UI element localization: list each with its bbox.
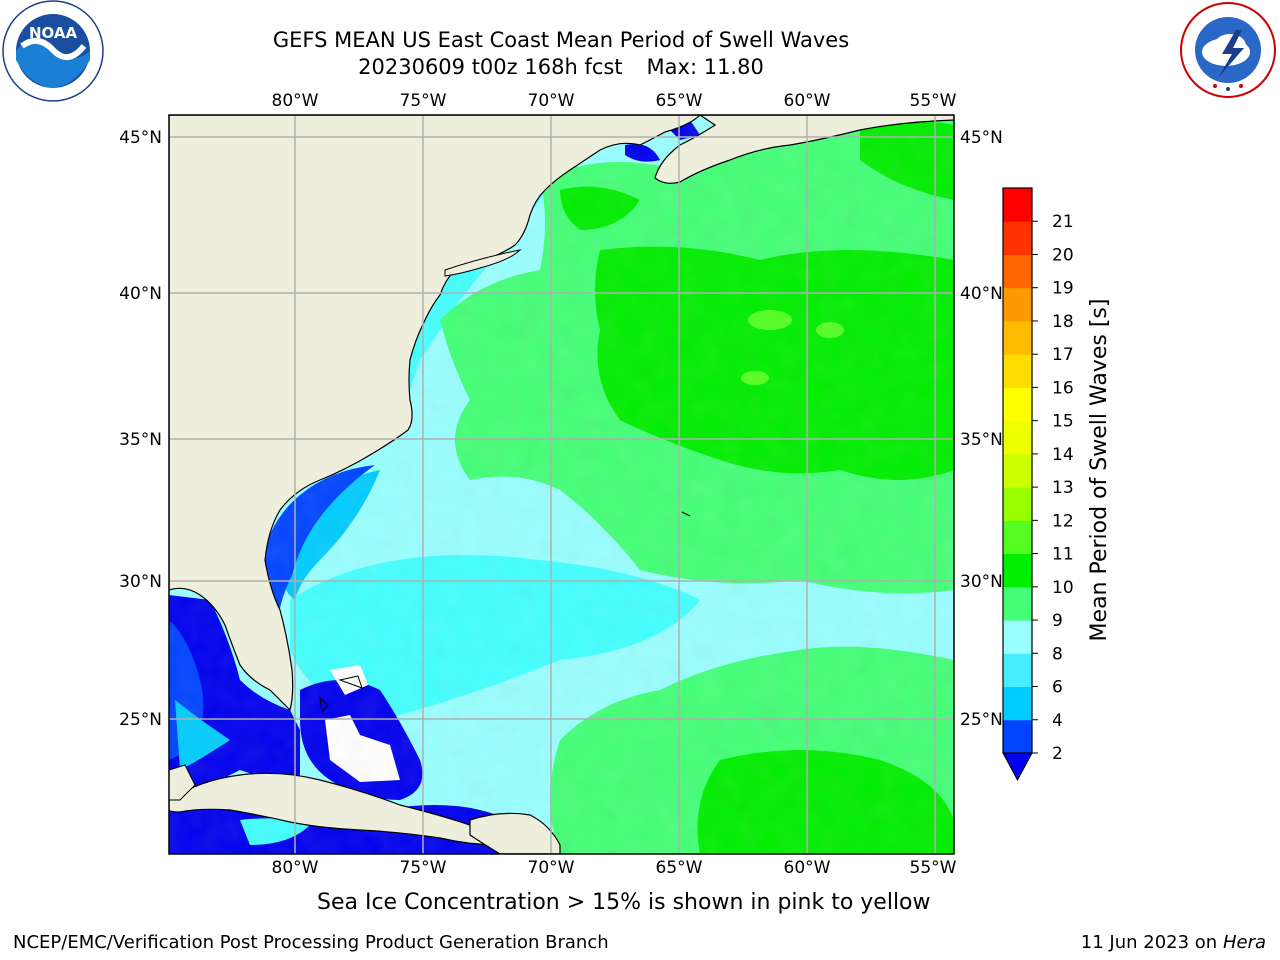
bermuda-island [681, 511, 691, 517]
colorbar-tick-label: 14 [1052, 445, 1074, 465]
lon-labels-top: 80°W 75°W 70°W 65°W 60°W 55°W [272, 91, 957, 111]
lon-labels-bottom: 80°W 75°W 70°W 65°W 60°W 55°W [272, 858, 957, 878]
map-area [169, 115, 954, 854]
max-value: Max: 11.80 [646, 55, 764, 79]
hispaniola-land [469, 812, 561, 854]
colorbar-swatches [1003, 188, 1032, 754]
lat-labels-left: 45°N 40°N 35°N 30°N 25°N [119, 128, 162, 730]
lat-label: 45°N [960, 128, 1003, 148]
colorbar-tick-label: 17 [1052, 345, 1074, 365]
bahamas-islands [319, 696, 329, 714]
lon-label: 75°W [400, 858, 447, 878]
map-title: GEFS MEAN US East Coast Mean Period of S… [272, 28, 850, 52]
colorbar-tick-label: 21 [1052, 212, 1074, 232]
colorbar-under-triangle [1002, 752, 1033, 782]
colorbar-tick-label: 9 [1052, 611, 1063, 631]
colorbar-tick-label: 18 [1052, 312, 1074, 332]
colorbar-swatch [1003, 354, 1032, 388]
colorbar-swatch [1003, 520, 1032, 555]
sea-ice-note-text: Sea Ice Concentration > 15% is shown in … [317, 890, 931, 915]
lon-label: 65°W [656, 91, 703, 111]
lat-label: 30°N [119, 572, 162, 592]
colorbar-tick-label: 2 [1052, 744, 1063, 764]
lon-label: 60°W [784, 858, 831, 878]
cuba-land [169, 772, 502, 846]
lat-labels-right: 45°N 40°N 35°N 30°N 25°N [960, 128, 1003, 730]
colorbar-tick-label: 12 [1052, 511, 1074, 531]
colorbar-swatch [1003, 221, 1032, 255]
colorbar-swatch [1003, 387, 1032, 422]
lon-label: 70°W [528, 91, 575, 111]
map-subtitle: 20230609 t00z 168h fcst Max: 11.80 [161, 54, 961, 80]
colorbar-swatch [1003, 254, 1032, 289]
lon-label: 60°W [784, 91, 831, 111]
noaa-logo-text: NOAA [29, 24, 78, 42]
lat-label: 35°N [119, 430, 162, 450]
colorbar-swatch [1003, 320, 1032, 355]
colorbar-swatch [1003, 553, 1032, 588]
lon-label: 80°W [272, 91, 319, 111]
colorbar-swatch [1003, 420, 1032, 455]
grand-bahama-island [338, 675, 363, 689]
lat-label: 40°N [960, 284, 1003, 304]
lat-label: 25°N [119, 710, 162, 730]
sea-ice-note: Sea Ice Concentration > 15% is shown in … [161, 890, 1121, 915]
maritimes-land [654, 115, 954, 184]
lon-label: 65°W [656, 858, 703, 878]
colorbar-swatch [1003, 620, 1032, 654]
colorbar: 2 4 6 8 9 10 11 12 13 14 15 16 17 18 19 20 21 Mean Perio… [1002, 187, 1112, 782]
lat-label: 45°N [119, 128, 162, 148]
colorbar-tick-label: 10 [1052, 578, 1074, 598]
lon-label: 80°W [272, 858, 319, 878]
colorbar-tick-label: 4 [1052, 711, 1063, 731]
credit-branch: NCEP/EMC/Verification Post Processing Pr… [13, 932, 609, 953]
colorbar-swatch [1003, 686, 1032, 721]
lon-label: 55°W [910, 91, 957, 111]
lon-label: 75°W [400, 91, 447, 111]
colorbar-tick-label: 19 [1052, 279, 1074, 299]
lon-label: 55°W [910, 858, 957, 878]
forecast-date: 20230609 t00z 168h fcst [358, 55, 623, 79]
graticule [169, 115, 954, 854]
long-island-land [444, 249, 522, 277]
colorbar-swatch [1003, 586, 1032, 621]
colorbar-label: Mean Period of Swell Waves [s] [1087, 299, 1112, 642]
colorbar-swatch [1003, 653, 1032, 688]
lat-label: 30°N [960, 572, 1003, 592]
colorbar-swatch [1003, 487, 1032, 521]
us-east-coast-land [169, 115, 701, 712]
colorbar-tick-label: 20 [1052, 245, 1074, 265]
lon-label: 70°W [528, 858, 575, 878]
yucatan-land [169, 764, 196, 801]
colorbar-tick-label: 15 [1052, 412, 1074, 432]
colorbar-tick-label: 13 [1052, 478, 1074, 498]
colorbar-swatch [1003, 719, 1032, 754]
lat-label: 25°N [960, 710, 1003, 730]
colorbar-tick-label: 16 [1052, 378, 1074, 398]
map-frame [168, 114, 955, 855]
lat-label: 40°N [119, 284, 162, 304]
credit-host: Hera [1222, 932, 1266, 953]
colorbar-swatch [1003, 453, 1032, 488]
colorbar-tick-label: 6 [1052, 678, 1063, 698]
colorbar-frame [1002, 187, 1033, 754]
colorbar-ticks: 2 4 6 8 9 10 11 12 13 14 15 16 17 18 19 20 21 [1032, 212, 1074, 764]
credit-date-text: 11 Jun 2023 on [1080, 932, 1218, 953]
nws-logo-icon [1180, 2, 1276, 98]
colorbar-tick-label: 11 [1052, 545, 1074, 565]
colorbar-swatch [1003, 287, 1032, 322]
colorbar-tick-label: 8 [1052, 644, 1063, 664]
lat-label: 35°N [960, 430, 1003, 450]
colorbar-swatch [1003, 188, 1032, 222]
credit-date: 11 Jun 2023 on Hera [1081, 932, 1266, 953]
noaa-logo-icon: NOAA [2, 0, 104, 102]
